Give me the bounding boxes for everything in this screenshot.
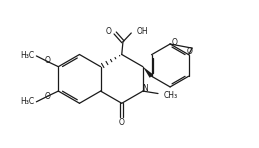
Text: CH₃: CH₃ (164, 91, 178, 100)
Text: O: O (45, 92, 51, 101)
Text: O: O (119, 118, 125, 127)
Text: H₃C: H₃C (20, 52, 34, 60)
Polygon shape (143, 67, 153, 78)
Text: H₃C: H₃C (20, 97, 34, 106)
Text: O: O (106, 26, 112, 36)
Text: O: O (171, 38, 177, 46)
Text: N: N (142, 84, 148, 93)
Text: OH: OH (137, 27, 149, 36)
Text: O: O (187, 47, 193, 56)
Text: O: O (45, 56, 51, 65)
